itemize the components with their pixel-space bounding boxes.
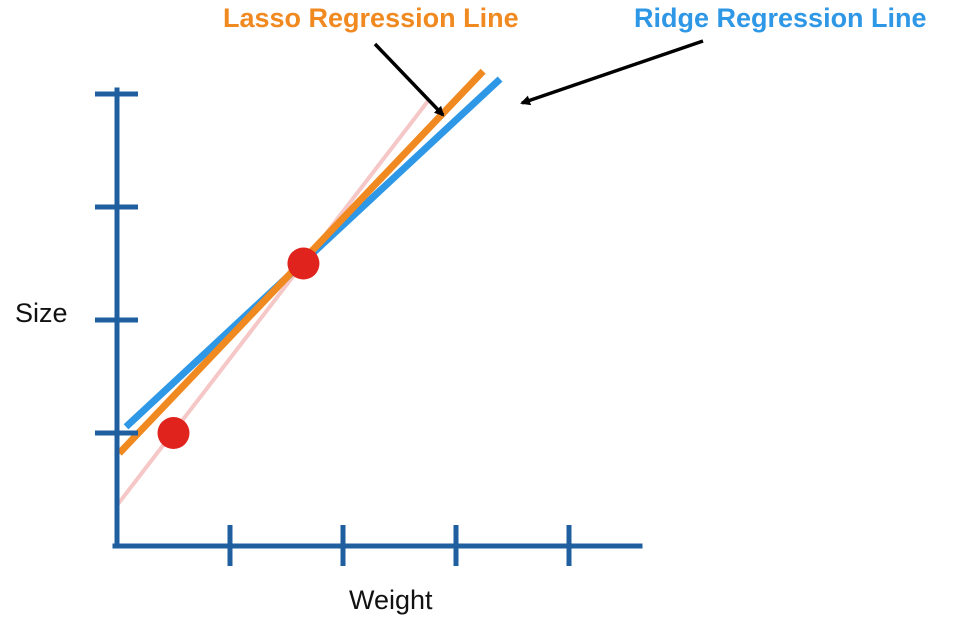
- data-point-1: [158, 417, 190, 449]
- ridge-arrow: [522, 41, 703, 103]
- data-point-2: [287, 248, 319, 280]
- axes: [95, 90, 640, 566]
- y-axis-label: Size: [15, 298, 68, 328]
- ridge-label: Ridge Regression Line: [634, 3, 927, 33]
- x-axis-label: Weight: [349, 585, 433, 615]
- lasso-label: Lasso Regression Line: [223, 3, 519, 33]
- lasso-arrow: [375, 44, 443, 115]
